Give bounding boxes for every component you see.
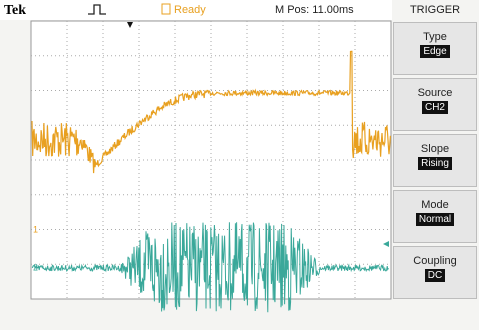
menu-button[interactable]: Type Edge (393, 22, 477, 75)
status: Ready (174, 4, 206, 16)
menu-label: Mode (394, 199, 476, 211)
menu-value: CH2 (422, 101, 448, 114)
menu-value: Normal (416, 213, 454, 226)
menu-label: Source (394, 87, 476, 99)
menu-button[interactable]: Coupling DC (393, 246, 477, 299)
menu-label: Type (394, 31, 476, 43)
scope-screen: Tek Ready M Pos: 11.00ms TRIGGER 1 2 Typ… (0, 0, 479, 330)
position: M Pos: 11.00ms (275, 4, 354, 16)
menu-button[interactable]: Mode Normal (393, 190, 477, 243)
menu-button[interactable]: Source CH2 (393, 78, 477, 131)
menu-title: TRIGGER (410, 4, 460, 16)
menu-value: DC (425, 269, 445, 282)
menu-label: Coupling (394, 255, 476, 267)
brand: Tek (4, 3, 26, 18)
menu-label: Slope (394, 143, 476, 155)
menu-value: Rising (418, 157, 452, 170)
menu-value: Edge (420, 45, 449, 58)
menu-button[interactable]: Slope Rising (393, 134, 477, 187)
